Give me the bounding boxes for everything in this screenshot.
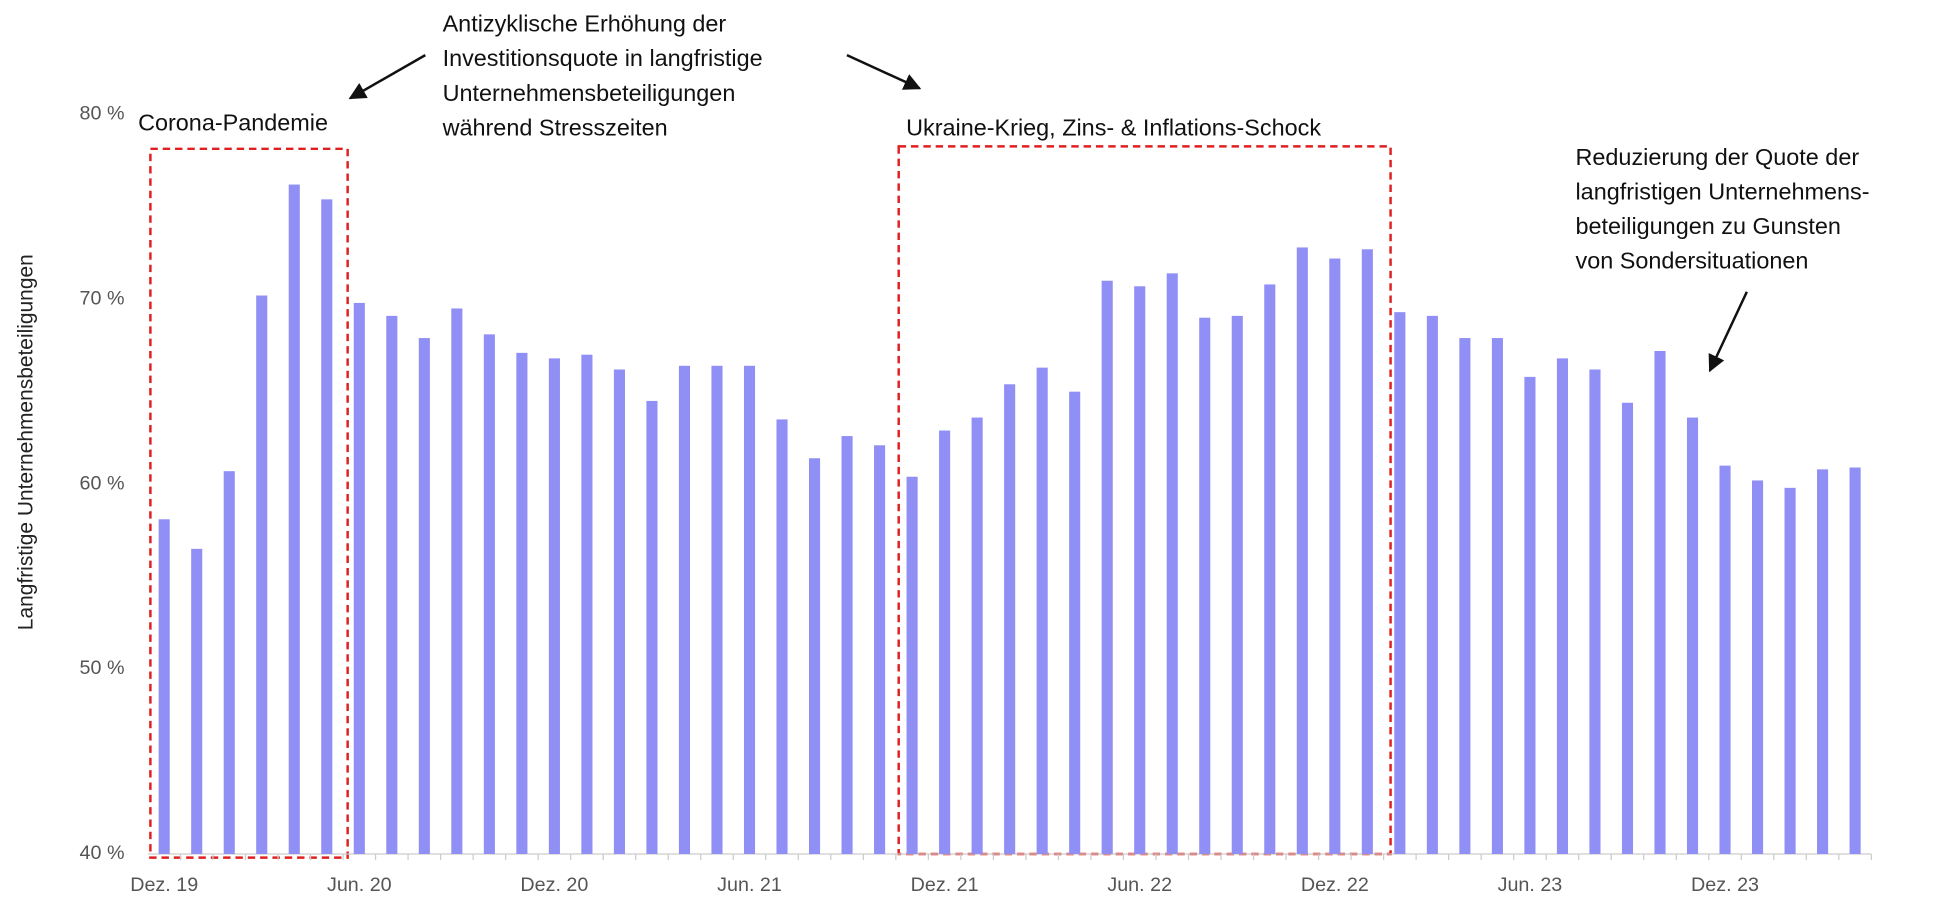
x-tick-label: Jun. 23	[1498, 874, 1563, 896]
bar	[1654, 350, 1666, 854]
y-tick-label: 70 %	[80, 287, 125, 309]
bar	[1166, 273, 1178, 854]
y-tick-label: 40 %	[80, 842, 125, 864]
bar	[451, 308, 463, 854]
bar	[223, 471, 235, 854]
bar	[386, 315, 398, 854]
annotation: beteiligungen zu Gunsten	[1575, 213, 1840, 239]
annotation: Reduzierung der Quote der	[1575, 144, 1859, 170]
bar	[743, 365, 756, 854]
bar	[1264, 284, 1276, 854]
x-tick-label: Dez. 21	[911, 874, 979, 896]
bar	[1361, 249, 1373, 854]
bar	[646, 400, 658, 854]
bar	[1134, 286, 1146, 854]
bar	[321, 199, 333, 854]
annotation: Ukraine-Krieg, Zins- & Inflations-Schock	[906, 114, 1321, 140]
bar	[841, 436, 853, 854]
y-tick-label: 80 %	[80, 103, 125, 125]
y-tick-label: 60 %	[80, 472, 125, 494]
bar	[1231, 315, 1243, 854]
bar	[939, 430, 951, 854]
bar	[874, 445, 886, 854]
x-tick-label: Dez. 20	[520, 874, 588, 896]
x-tick-label: Dez. 22	[1301, 874, 1369, 896]
x-tick-label: Jun. 22	[1107, 874, 1172, 896]
bar	[776, 419, 788, 854]
bar	[1426, 315, 1438, 854]
x-tick-label: Dez. 23	[1691, 874, 1759, 896]
bar	[1752, 480, 1764, 854]
arrow	[348, 54, 426, 100]
bar	[1199, 317, 1211, 854]
bar	[1849, 467, 1861, 854]
bar	[1329, 258, 1341, 854]
bar	[288, 184, 300, 854]
bar	[1459, 338, 1471, 854]
bar	[1004, 384, 1016, 854]
bar	[678, 365, 691, 854]
bar	[1491, 338, 1503, 854]
bar	[1036, 367, 1048, 854]
bar	[516, 352, 528, 854]
bar	[1589, 369, 1601, 854]
bar	[353, 302, 365, 854]
bar	[256, 295, 268, 854]
x-tick-label: Jun. 21	[717, 874, 782, 896]
bar	[1069, 391, 1081, 854]
y-tick-label: 50 %	[80, 657, 125, 679]
annotation: langfristigen Unternehmens-	[1575, 178, 1869, 204]
bar	[483, 334, 495, 854]
bar	[1101, 280, 1113, 854]
arrow	[846, 54, 922, 90]
bar	[158, 519, 170, 854]
bar	[581, 354, 593, 854]
bar	[1686, 417, 1699, 854]
bar	[1394, 312, 1406, 854]
annotation: Investitionsquote in langfristige	[443, 45, 763, 71]
x-tick-label: Dez. 19	[130, 874, 198, 896]
arrow	[1708, 291, 1748, 373]
bar	[1296, 247, 1308, 854]
bar	[548, 358, 560, 854]
annotation: während Stresszeiten	[442, 114, 668, 140]
annotation: Corona-Pandemie	[138, 109, 328, 135]
bar	[711, 365, 723, 854]
bar	[191, 548, 203, 854]
annotation: von Sondersituationen	[1575, 247, 1808, 273]
bar	[1784, 487, 1796, 854]
bar	[613, 369, 625, 854]
bar	[1621, 402, 1634, 854]
bar	[1556, 358, 1568, 854]
y-axis-label: Langfristige Unternehmensbeteiligungen	[15, 254, 38, 630]
bar	[1817, 469, 1829, 854]
annotation: Antizyklische Erhöhung der	[443, 11, 727, 37]
bar	[418, 338, 430, 854]
bar	[1719, 465, 1731, 854]
highlight-box	[149, 147, 349, 859]
annotation: Unternehmensbeteiligungen	[443, 80, 736, 106]
bar	[971, 417, 983, 854]
bar	[1524, 376, 1536, 854]
bar	[808, 458, 821, 854]
x-tick-label: Jun. 20	[327, 874, 392, 896]
bar	[906, 476, 918, 854]
